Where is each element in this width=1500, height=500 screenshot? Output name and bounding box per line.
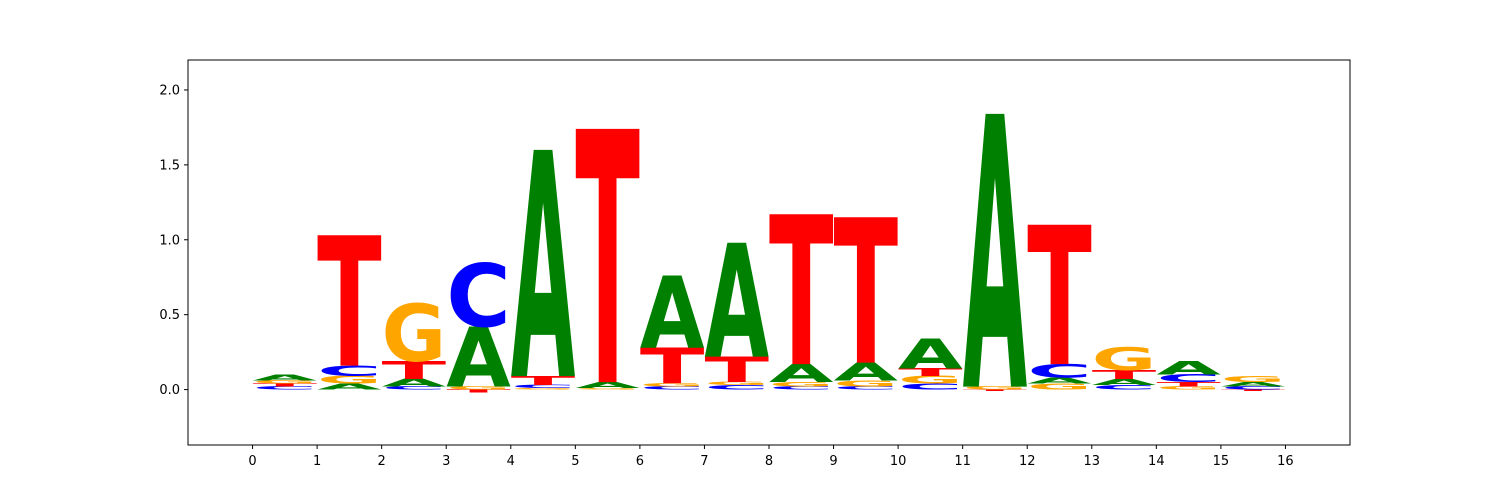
- letter-A-pos-11-2: A: [963, 39, 1028, 475]
- letter-T-pos-5-2: T: [575, 61, 640, 465]
- letter-T-pos-7-2: T: [704, 350, 769, 391]
- letter-A-pos-0-3: A: [253, 373, 318, 383]
- letter-C-pos-2-0: C: [382, 386, 447, 391]
- letter-C-pos-10-0: C: [898, 382, 963, 392]
- x-tick-label-4: 4: [507, 454, 515, 469]
- y-tick-label-2: 1.0: [159, 233, 180, 248]
- letter-G-pos-14-0: G: [1156, 386, 1221, 391]
- x-tick-label-16: 16: [1277, 454, 1294, 469]
- axes: 0 1 2 3 4 5 6 7 8 9 10 11 12 13 14 15 160.00.51.01.52.0: [159, 59, 1351, 469]
- x-tick-label-12: 12: [1019, 454, 1036, 469]
- letter-G-pos-13-3: G: [1092, 342, 1157, 378]
- x-tick-label-3: 3: [442, 454, 450, 469]
- letter-G-pos-0-2: G: [253, 380, 318, 385]
- letter-G-pos-2-3: G: [382, 289, 447, 380]
- letter-C-pos-6-0: C: [640, 386, 705, 391]
- letter-T-pos-8-3: T: [769, 174, 834, 413]
- x-tick-label-9: 9: [829, 454, 837, 469]
- y-tick-label-4: 2.0: [159, 83, 180, 98]
- letter-T-pos-2-2: T: [382, 357, 447, 386]
- letter-C-pos-14-2: C: [1156, 373, 1221, 385]
- letter-A-pos-2-1: A: [382, 377, 447, 389]
- x-tick-label-2: 2: [378, 454, 386, 469]
- letter-A-pos-3-2: A: [446, 310, 511, 406]
- letter-A-pos-9-2: A: [834, 358, 899, 387]
- letter-G-pos-15-3: G: [1221, 375, 1286, 385]
- letter-T-pos-6-2: T: [640, 338, 705, 396]
- letter-C-pos-9-0: C: [834, 386, 899, 391]
- x-tick-label-11: 11: [954, 454, 971, 469]
- letter-T-pos-4-2: T: [511, 374, 576, 388]
- letter-G-pos-6-1: G: [640, 383, 705, 388]
- letter-A-pos-7-3: A: [704, 212, 769, 394]
- letter-C-pos-13-0: C: [1092, 384, 1157, 391]
- letter-A-pos-13-1: A: [1092, 377, 1157, 387]
- letter-T-pos-12-3: T: [1027, 187, 1092, 410]
- y-tick-label-3: 1.5: [159, 158, 180, 173]
- letter-T-pos-10-2: T: [898, 367, 963, 379]
- letter-A-pos-6-3: A: [640, 256, 705, 372]
- letter-G-pos-3-1: G: [446, 386, 511, 391]
- letter-A-pos-1-0: A: [317, 382, 382, 392]
- letter-G-pos-5-0: G: [575, 388, 640, 390]
- letter-G-pos-12-0: G: [1027, 382, 1092, 392]
- x-tick-label-10: 10: [890, 454, 907, 469]
- letter-G-pos-10-1: G: [898, 374, 963, 386]
- letter-G-pos-4-0: G: [511, 388, 576, 390]
- letter-C-pos-3-3: C: [446, 246, 511, 347]
- letter-A-pos-15-2: A: [1221, 381, 1286, 388]
- x-tick-label-14: 14: [1148, 454, 1165, 469]
- letter-C-pos-15-1: C: [1221, 386, 1286, 391]
- letter-A-pos-12-1: A: [1027, 376, 1092, 386]
- letter-T-pos-15-0: T: [1221, 389, 1286, 391]
- letter-G-pos-8-1: G: [769, 381, 834, 388]
- letter-G-pos-11-1: G: [963, 386, 1028, 391]
- letter-A-pos-8-2: A: [769, 359, 834, 388]
- x-tick-label-7: 7: [700, 454, 708, 469]
- letter-C-pos-1-2: C: [317, 363, 382, 380]
- letter-C-pos-4-1: C: [511, 384, 576, 389]
- letter-G-pos-7-1: G: [704, 381, 769, 386]
- letter-G-pos-1-1: G: [317, 374, 382, 386]
- letter-C-pos-0-0: C: [253, 386, 318, 391]
- x-tick-label-6: 6: [636, 454, 644, 469]
- letter-A-pos-4-3: A: [511, 88, 576, 450]
- letter-T-pos-0-1: T: [253, 383, 318, 388]
- letter-A-pos-14-3: A: [1156, 358, 1221, 379]
- letter-C-pos-12-2: C: [1027, 360, 1092, 382]
- letter-T-pos-14-1: T: [1156, 381, 1221, 388]
- y-tick-label-0: 0.0: [159, 383, 180, 398]
- letter-C-pos-8-0: C: [769, 386, 834, 391]
- letter-A-pos-5-1: A: [575, 380, 640, 390]
- x-tick-label-0: 0: [248, 454, 256, 469]
- x-tick-label-1: 1: [313, 454, 321, 469]
- x-tick-label-15: 15: [1213, 454, 1230, 469]
- x-tick-label-13: 13: [1084, 454, 1101, 469]
- letter-A-pos-10-3: A: [898, 330, 963, 378]
- letter-T-pos-9-3: T: [834, 177, 899, 410]
- letter-T-pos-3-0: T: [446, 389, 511, 394]
- letter-T-pos-1-3: T: [317, 199, 382, 408]
- letter-T-pos-11-0: T: [963, 389, 1028, 391]
- x-tick-label-8: 8: [765, 454, 773, 469]
- x-tick-label-5: 5: [571, 454, 579, 469]
- letter-T-pos-13-2: T: [1092, 368, 1157, 382]
- y-tick-label-1: 0.5: [159, 308, 180, 323]
- letter-G-pos-9-1: G: [834, 379, 899, 389]
- letter-C-pos-7-0: C: [704, 384, 769, 391]
